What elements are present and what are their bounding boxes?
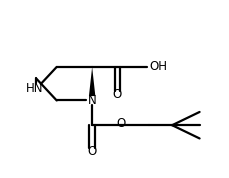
Text: HN: HN [26, 82, 44, 96]
Text: N: N [87, 94, 96, 107]
Polygon shape [89, 67, 95, 96]
Text: O: O [116, 117, 125, 130]
Text: OH: OH [149, 60, 166, 73]
Text: O: O [87, 145, 96, 158]
Text: O: O [112, 88, 121, 101]
